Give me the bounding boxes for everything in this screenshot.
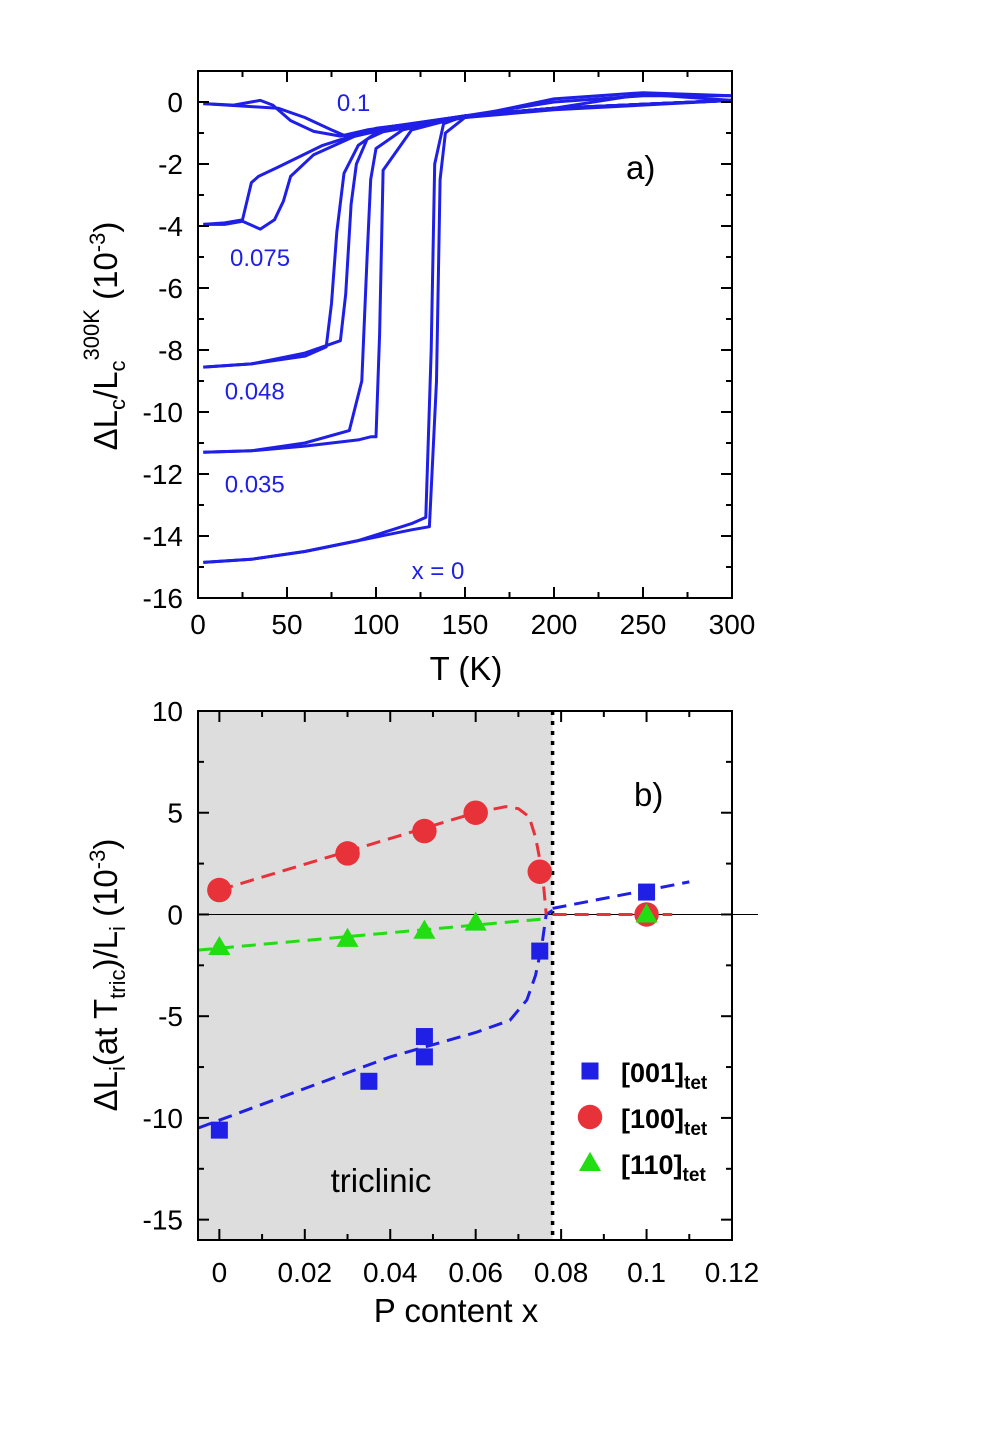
panel-b-frame: [197, 710, 733, 1241]
x-tick-label: 0.06: [448, 1257, 503, 1288]
legend-label: [100]tet: [621, 1104, 708, 1140]
panel-a-label: a): [626, 149, 655, 186]
circle-marker: [463, 800, 488, 825]
curve-x0: [203, 94, 732, 564]
panel-a: 0.1 0.075 0.048 0.035 x = 0 0 50 100 150 200 250 3…: [79, 70, 756, 687]
x-tick-label: 0.12: [705, 1257, 760, 1288]
x-tick-label: 250: [620, 609, 667, 640]
y-tick-label: 0: [167, 899, 183, 930]
curve-label: 0.075: [230, 245, 290, 272]
triangle-marker: [635, 903, 658, 923]
square-marker: [531, 942, 549, 960]
panel-b-ticks: 0 0.02 0.04 0.06 0.08 0.1 0.12 10 5 0 -5 -10 -15: [143, 696, 760, 1288]
circle-marker: [577, 1104, 603, 1130]
y-tick-label: 10: [152, 696, 183, 727]
x-tick-label: 300: [709, 609, 756, 640]
square-marker: [210, 1121, 228, 1139]
guide-line: [197, 917, 549, 952]
x-tick-label: 150: [442, 609, 489, 640]
triangle-marker: [413, 919, 436, 939]
x-tick-label: 0.1: [627, 1257, 666, 1288]
triangle-marker: [578, 1151, 602, 1172]
legend-label: [001]tet: [621, 1058, 708, 1094]
panel-b-legend: [001]tet [100]tet [110]tet: [577, 1058, 708, 1186]
panel-b-points: [207, 800, 659, 1139]
y-tick-label: -8: [158, 335, 183, 366]
panel-a-ticks: 0 50 100 150 200 250 300 0 -2 -4 -6 -8 -10 -12 -14 -16: [143, 70, 756, 640]
y-tick-label: -5: [158, 1001, 183, 1032]
x-tick-label: 0: [212, 1257, 228, 1288]
panel-b-x-axis-label: P content x: [374, 1292, 539, 1329]
square-marker: [360, 1072, 378, 1090]
x-tick-label: 0.04: [363, 1257, 418, 1288]
triclinic-region: [198, 711, 553, 1240]
x-tick-label: 50: [271, 609, 302, 640]
panel-a-x-axis-label: T (K): [430, 650, 503, 687]
circle-marker: [412, 818, 437, 844]
y-tick-label: -10: [143, 397, 183, 428]
square-marker: [638, 883, 656, 901]
curve-label: 0.035: [225, 471, 285, 498]
y-tick-label: 0: [167, 87, 183, 118]
panel-a-y-axis-label: ΔLc/Lc300K (10-3): [79, 222, 130, 451]
curve-0.048: [203, 98, 733, 369]
x-tick-label: 0.08: [534, 1257, 589, 1288]
x-tick-label: 200: [531, 609, 578, 640]
curve-label: x = 0: [412, 558, 465, 585]
y-tick-label: -6: [158, 273, 183, 304]
y-tick-label: -15: [143, 1205, 183, 1236]
triangle-marker: [336, 927, 359, 947]
panel-b-y-axis-label: ΔLi(at Ttric)/Li (10-3): [85, 839, 130, 1112]
triangle-marker: [464, 911, 487, 931]
y-tick-label: -4: [158, 211, 183, 242]
panel-a-frame: [197, 70, 733, 599]
square-marker: [581, 1062, 599, 1080]
square-marker: [415, 1048, 433, 1066]
guide-line: [197, 909, 554, 1130]
circle-marker: [207, 877, 232, 903]
x-tick-label: 0.02: [278, 1257, 333, 1288]
x-tick-label: 0: [190, 609, 206, 640]
triclinic-label: triclinic: [331, 1162, 432, 1199]
guide-line: [552, 880, 690, 910]
triangle-marker: [208, 935, 231, 956]
circle-marker: [527, 859, 552, 884]
panel-a-curves: 0.1 0.075 0.048 0.035 x = 0: [203, 90, 733, 585]
y-tick-label: -12: [143, 459, 183, 490]
y-tick-label: 5: [167, 798, 183, 829]
square-marker: [415, 1028, 433, 1046]
legend-label: [110]tet: [621, 1150, 706, 1186]
y-tick-label: -2: [158, 149, 183, 180]
circle-marker: [335, 841, 360, 866]
curve-0.048: [203, 98, 733, 369]
y-tick-label: -10: [143, 1103, 183, 1134]
x-tick-label: 100: [353, 609, 400, 640]
curve-label: 0.048: [225, 378, 285, 405]
panel-b-label: b): [634, 776, 663, 813]
y-tick-label: -14: [143, 521, 183, 552]
curve-label: 0.1: [337, 90, 370, 117]
y-tick-label: -16: [143, 583, 183, 614]
